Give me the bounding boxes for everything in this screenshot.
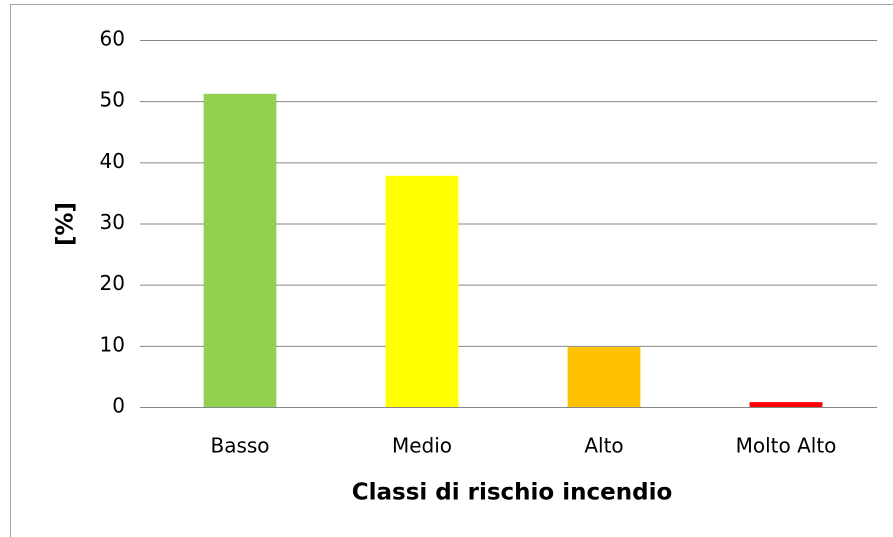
bar xyxy=(749,402,823,407)
x-axis-title: Classi di rischio incendio xyxy=(352,480,673,506)
bar xyxy=(203,93,277,408)
y-tick-label: 20 xyxy=(100,271,125,295)
bar xyxy=(385,175,459,407)
x-tick-label: Medio xyxy=(392,434,452,458)
y-tick-label: 60 xyxy=(100,27,125,51)
x-tick-label: Alto xyxy=(584,434,623,458)
y-tick-label: 0 xyxy=(112,394,125,418)
x-tick-label: Basso xyxy=(210,434,269,458)
y-tick-label: 50 xyxy=(100,88,125,112)
y-tick-label: 30 xyxy=(100,210,125,234)
bar xyxy=(567,347,641,407)
y-axis-title: [%] xyxy=(53,202,79,246)
chart-border xyxy=(10,4,893,537)
x-tick-label: Molto Alto xyxy=(736,434,837,458)
y-tick-label: 10 xyxy=(100,332,125,356)
y-tick-label: 40 xyxy=(100,149,125,173)
